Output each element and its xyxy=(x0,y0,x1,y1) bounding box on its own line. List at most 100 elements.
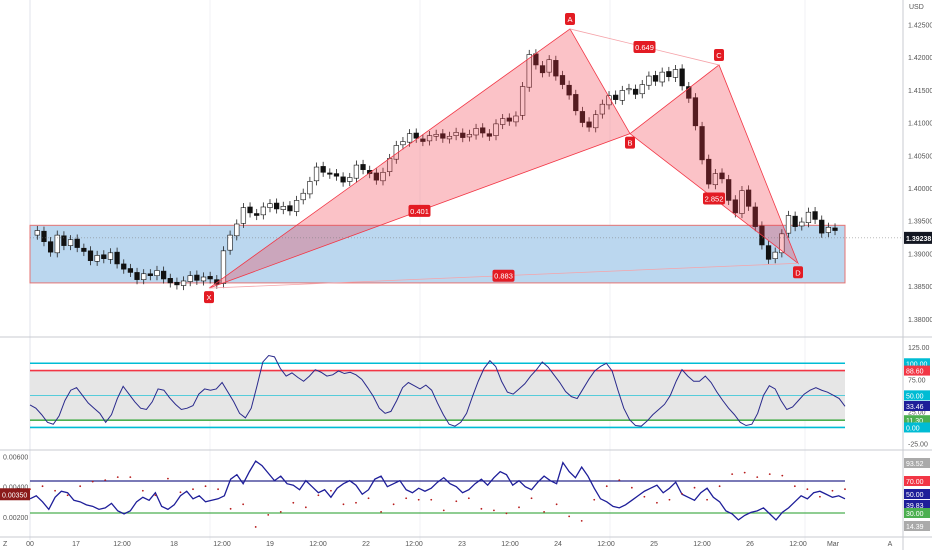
candle-body xyxy=(579,111,586,123)
osc1-level-tag xyxy=(904,358,930,369)
candle-body xyxy=(180,280,187,286)
candle-body xyxy=(406,133,413,143)
time-tick-3: 18 xyxy=(170,541,178,548)
osc2-signal-dot xyxy=(693,486,696,489)
candle-body xyxy=(420,138,426,142)
candle-body xyxy=(313,166,320,182)
osc2-signal-dot xyxy=(380,510,382,513)
candle-body xyxy=(194,274,200,281)
candle-body xyxy=(440,133,446,139)
candle-body xyxy=(772,251,778,259)
currency-label: USD xyxy=(909,4,924,11)
time-tick-8: 12:00 xyxy=(405,541,423,548)
osc2-tick-1: 0.00400 xyxy=(3,485,28,492)
osc2-signal-dot xyxy=(430,498,433,501)
osc2-label-value: 14.39 xyxy=(906,524,924,531)
osc2-signal-dot xyxy=(267,513,270,516)
osc2-signal-dot xyxy=(79,485,82,488)
last-price-value: 1.39238 xyxy=(906,236,931,243)
time-tick-17: Mar xyxy=(827,541,840,548)
candle-body xyxy=(47,241,54,253)
candle-body xyxy=(659,71,665,83)
osc1-level-tag xyxy=(904,365,930,376)
candle-body xyxy=(433,134,439,137)
candle-body xyxy=(240,207,247,224)
osc2-signal-dot xyxy=(330,489,332,492)
osc2-signal-dot xyxy=(342,503,345,506)
time-tick-9: 23 xyxy=(458,541,466,548)
osc2-signal-dot xyxy=(167,477,169,480)
osc2-signal-dot xyxy=(192,488,194,491)
time-tick-5: 19 xyxy=(266,541,274,548)
candle-body xyxy=(134,272,140,280)
osc2-signal-dot xyxy=(555,503,558,506)
price-tick-2: 1.41500 xyxy=(908,88,932,95)
candle-body xyxy=(785,215,792,234)
ratio-badge xyxy=(408,204,431,217)
osc1-level-tag xyxy=(904,422,930,433)
candle-body xyxy=(606,95,612,106)
osc2-signal-dot xyxy=(304,506,307,509)
time-tick-18: A xyxy=(888,541,893,548)
candle-body xyxy=(539,65,546,74)
candle-body xyxy=(174,281,180,286)
ratio-badge xyxy=(492,269,515,282)
osc1-level-value: 0.00 xyxy=(906,425,920,432)
osc2-signal-dot xyxy=(844,488,846,491)
time-tick-12: 12:00 xyxy=(597,541,615,548)
osc2-signal-dot xyxy=(317,494,320,497)
osc2-signal-dot xyxy=(54,489,56,492)
time-tick-6: 12:00 xyxy=(309,541,327,548)
candle-body xyxy=(613,94,619,100)
time-tick-10: 12:00 xyxy=(501,541,519,548)
ratio-label: 0.649 xyxy=(635,43,654,52)
candle-body xyxy=(819,219,825,234)
osc2-signal-dot xyxy=(831,489,834,492)
candle-body xyxy=(426,135,433,142)
candle-body xyxy=(247,206,253,214)
osc2-signal-dot xyxy=(254,526,257,528)
osc1-tick-1: 75.00 xyxy=(908,377,926,384)
pattern-point-label: D xyxy=(795,268,801,277)
candle-body xyxy=(74,238,80,248)
price-tick-0: 1.42500 xyxy=(908,22,932,29)
osc2-label-tag xyxy=(904,508,930,518)
osc2-signal-dot xyxy=(405,497,408,500)
osc2-signal-dot xyxy=(480,507,483,510)
osc2-current-tag xyxy=(0,488,30,501)
osc2-signal-dot xyxy=(756,476,759,479)
candle-body xyxy=(214,279,220,285)
candle-body xyxy=(599,103,605,115)
candle-body xyxy=(167,278,173,284)
candle-body xyxy=(712,173,718,186)
candle-body xyxy=(566,84,572,96)
price-tick-7: 1.39000 xyxy=(908,251,932,258)
osc2-signal-dot xyxy=(518,506,520,509)
candle-body xyxy=(739,190,745,214)
osc2-signal-dot xyxy=(580,520,583,522)
osc2-signal-dot xyxy=(793,485,796,488)
candle-body xyxy=(367,170,373,174)
candle-body xyxy=(812,211,818,220)
candle-body xyxy=(287,205,293,212)
candle-body xyxy=(300,192,306,201)
price-tick-6: 1.39500 xyxy=(908,219,932,226)
osc2-signal-dot xyxy=(129,476,132,479)
ratio-label: 0.883 xyxy=(494,272,513,281)
osc2-signal-dot xyxy=(630,486,633,489)
candle-body xyxy=(220,250,227,284)
pattern-point-c xyxy=(714,48,724,61)
candle-body xyxy=(513,115,519,123)
candle-body xyxy=(227,234,233,251)
osc1-level-value: 88.60 xyxy=(906,369,924,376)
osc2-line xyxy=(29,460,846,521)
candle-body xyxy=(573,94,579,112)
osc2-signal-dot xyxy=(29,488,31,491)
candle-body xyxy=(200,276,207,282)
osc2-signal-dot xyxy=(706,498,708,501)
candle-body xyxy=(307,181,313,195)
candle-body xyxy=(293,200,300,212)
candle-body xyxy=(207,276,213,280)
candle-body xyxy=(632,88,639,95)
osc2-signal-dot xyxy=(204,485,207,488)
